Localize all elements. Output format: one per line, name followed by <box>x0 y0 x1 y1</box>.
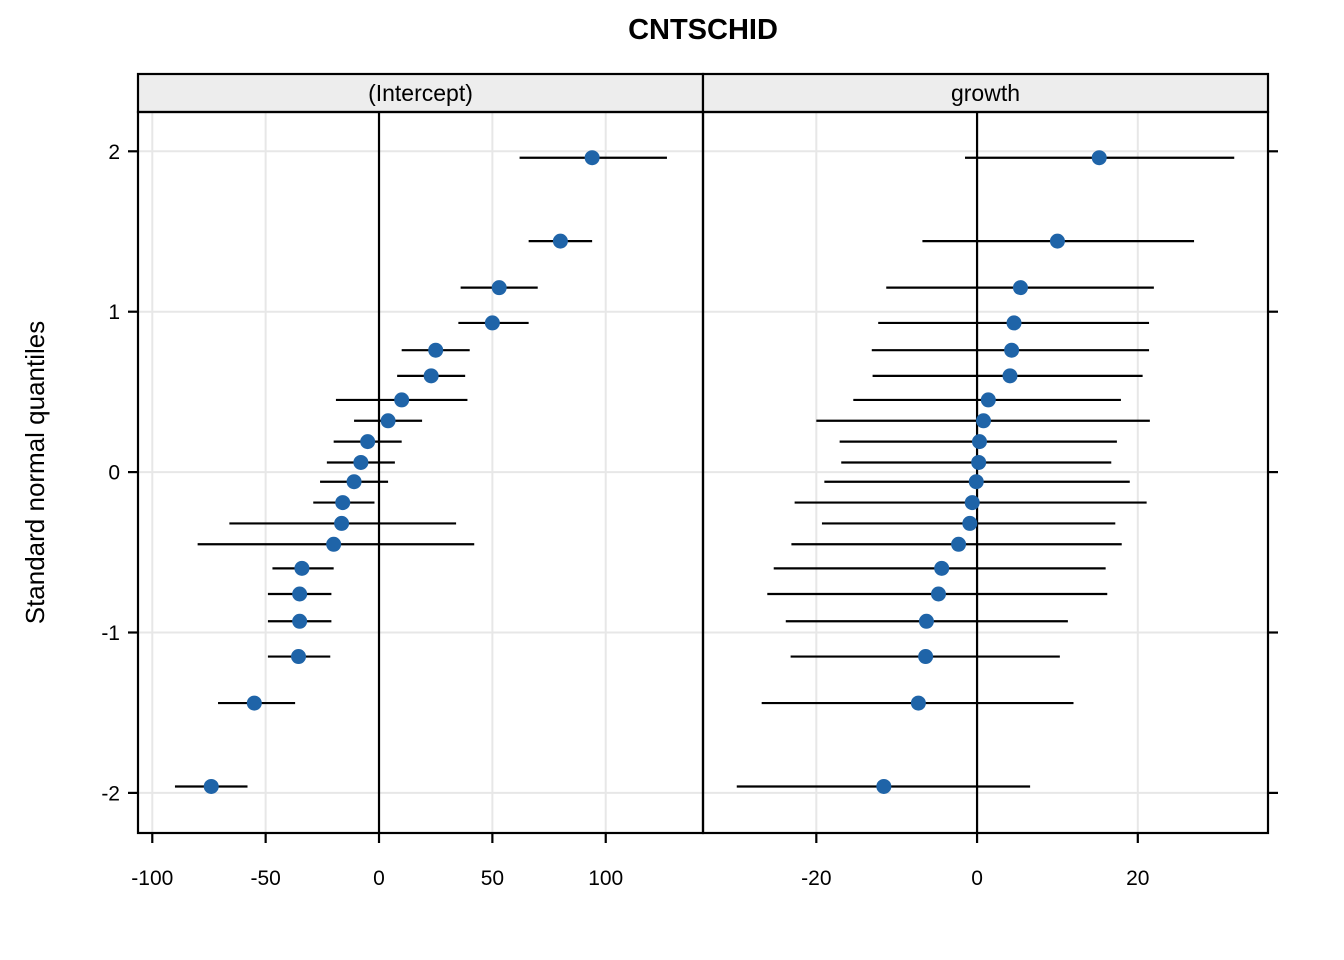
data-point <box>292 586 308 602</box>
axis-layer: -100 -50 0 50 100 -20 0 20 2 1 0 -1 -2 <box>101 141 1278 890</box>
x-tick-label: 0 <box>373 867 385 890</box>
data-point <box>910 695 926 711</box>
data-point <box>203 778 219 794</box>
reference-line-layer <box>377 112 979 833</box>
data-point <box>353 454 369 470</box>
data-point <box>291 649 307 665</box>
data-point <box>334 515 350 531</box>
data-point <box>951 536 967 552</box>
data-point <box>1012 280 1028 296</box>
x-tick-label: 20 <box>1126 867 1149 890</box>
data-point <box>326 536 342 552</box>
data-point <box>971 434 987 450</box>
data-point <box>930 586 946 602</box>
data-point <box>975 413 991 429</box>
x-tick-label: 50 <box>481 867 504 890</box>
data-point <box>484 315 500 331</box>
panel-growth-border <box>701 110 1270 835</box>
data-point <box>423 368 439 384</box>
data-layer <box>174 150 1235 794</box>
data-point <box>934 560 950 576</box>
data-point <box>968 474 984 490</box>
data-point <box>876 778 892 794</box>
x-tick-label: -100 <box>131 867 173 890</box>
data-point <box>962 515 978 531</box>
data-point <box>360 434 376 450</box>
data-point <box>552 233 568 249</box>
data-point <box>380 413 396 429</box>
y-tick-label: 2 <box>108 141 120 164</box>
y-tick-label: -2 <box>101 782 120 805</box>
data-point <box>1004 342 1020 358</box>
y-axis-title: Standard normal quantiles <box>20 321 50 625</box>
data-point <box>428 342 444 358</box>
data-point <box>971 454 987 470</box>
y-tick-label: -1 <box>101 622 120 645</box>
data-point <box>584 150 600 166</box>
chart-title: CNTSCHID <box>628 14 778 46</box>
data-point <box>980 392 996 408</box>
data-point <box>1006 315 1022 331</box>
data-point <box>1091 150 1107 166</box>
strip-intercept-label: (Intercept) <box>368 80 473 106</box>
data-point <box>964 495 980 511</box>
x-tick-label: 100 <box>588 867 623 890</box>
x-tick-label: -20 <box>801 867 831 890</box>
data-point <box>1002 368 1018 384</box>
strip-growth-label: growth <box>951 80 1020 106</box>
x-tick-label: 0 <box>971 867 983 890</box>
strip-intercept-background <box>136 72 705 114</box>
data-point <box>292 613 308 629</box>
data-point <box>394 392 410 408</box>
data-point <box>335 495 351 511</box>
data-point <box>918 649 934 665</box>
data-point <box>246 695 262 711</box>
data-point <box>1049 233 1065 249</box>
y-tick-label: 1 <box>108 301 120 324</box>
data-point <box>918 613 934 629</box>
data-point <box>491 280 507 296</box>
x-tick-label: -50 <box>250 867 280 890</box>
data-point <box>346 474 362 490</box>
data-point <box>294 560 310 576</box>
strip-row: (Intercept) growth <box>136 72 1270 114</box>
panel-borders <box>136 110 1270 835</box>
y-tick-label: 0 <box>108 462 120 485</box>
